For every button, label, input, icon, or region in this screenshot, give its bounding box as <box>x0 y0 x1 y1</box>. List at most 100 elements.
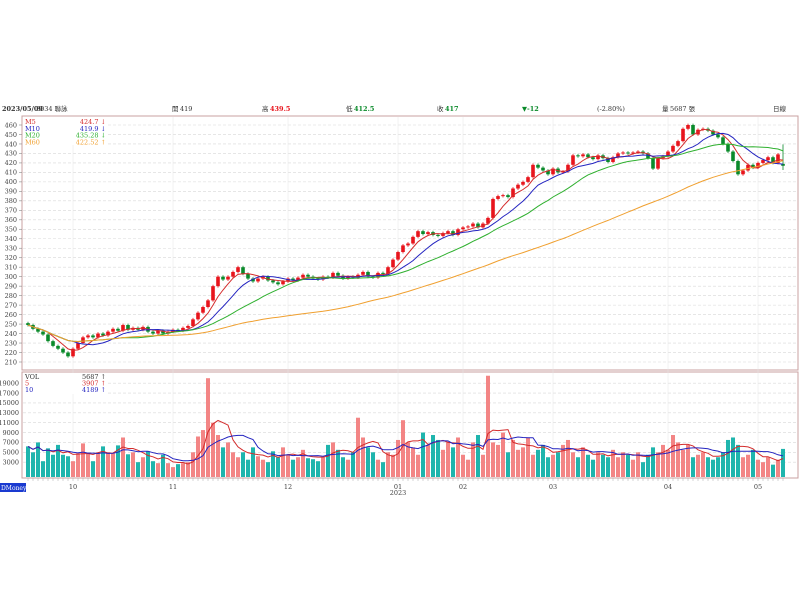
volume-bar <box>26 446 30 477</box>
candle <box>411 235 415 245</box>
candle-body <box>226 276 230 280</box>
candle <box>366 270 370 279</box>
volume-bar <box>186 462 190 477</box>
candle <box>116 327 120 333</box>
candle-body <box>496 196 500 199</box>
candle-body <box>196 312 200 320</box>
volume-bar <box>386 452 390 477</box>
candle-body <box>61 348 65 353</box>
candle-body <box>396 252 400 260</box>
volume-bar <box>226 442 230 477</box>
header-open-label: 開 <box>172 105 179 113</box>
header-stock: 3034 聯詠 <box>36 104 68 113</box>
candle-body <box>76 343 80 349</box>
volume-bar <box>506 452 510 477</box>
candle-body <box>721 137 725 144</box>
candle-body <box>631 152 635 154</box>
volume-bar <box>766 457 770 477</box>
candle <box>421 229 425 236</box>
candle-body <box>86 335 90 338</box>
candle <box>576 153 580 158</box>
header-low-label: 低 <box>346 104 353 113</box>
volume-bar <box>441 449 445 477</box>
candle-body <box>201 307 205 313</box>
volume-bar <box>496 444 500 477</box>
price-tick-label: 370 <box>5 207 17 215</box>
legend-name: M10 <box>25 125 40 133</box>
candle <box>731 150 735 163</box>
volume-bar <box>81 443 85 477</box>
volume-bar <box>661 444 665 477</box>
candle <box>611 155 615 164</box>
candle <box>471 222 475 228</box>
candle <box>211 284 215 302</box>
candle <box>736 159 740 176</box>
candle-body <box>301 274 305 278</box>
volume-bar <box>711 459 715 477</box>
brand-badge[interactable] <box>0 483 26 492</box>
month-label: 10 <box>69 483 77 491</box>
candle <box>571 153 575 167</box>
ma-lines <box>27 128 784 465</box>
volume-bar <box>716 457 720 477</box>
volume-bar <box>446 442 450 477</box>
price-tick-label: 430 <box>5 150 17 158</box>
header-high: 439.5 <box>270 105 291 113</box>
price-tick-label: 380 <box>5 197 17 205</box>
year-label: 2023 <box>390 489 407 497</box>
candle-body <box>666 151 670 157</box>
volume-bar <box>671 435 675 477</box>
volume-bar <box>501 432 505 477</box>
volume-tick-label: 5000 <box>2 449 19 457</box>
candle-body <box>46 334 50 342</box>
candle-body <box>66 352 70 357</box>
candle-body <box>216 276 220 287</box>
volume-bar <box>551 454 555 477</box>
volume-bar <box>216 435 220 477</box>
candle <box>501 193 505 198</box>
volume-bar <box>351 452 355 477</box>
candle-body <box>616 153 620 158</box>
volume-tick-label: 7000 <box>2 439 19 447</box>
volume-bar <box>776 459 780 477</box>
volume-bar <box>341 457 345 477</box>
candle-body <box>726 143 730 152</box>
brand-text: DMoney <box>1 485 27 492</box>
candle-body <box>541 167 545 171</box>
volume-bar <box>311 459 315 477</box>
price-tick-label: 420 <box>5 159 17 167</box>
candle-body <box>281 281 285 285</box>
volume-bar <box>426 444 430 477</box>
volume-bar <box>256 456 260 477</box>
candle <box>66 351 70 358</box>
volume-bar <box>456 437 460 477</box>
volume-bar <box>101 446 105 477</box>
candle <box>621 151 625 155</box>
volume-bar <box>136 462 140 477</box>
legend-name: M60 <box>25 138 40 146</box>
volume-bar <box>641 462 645 477</box>
candle-body <box>771 157 775 163</box>
candle <box>81 335 85 345</box>
volume-bar <box>721 452 725 477</box>
volume-bar <box>301 449 305 477</box>
header-period[interactable]: 日線 <box>773 104 787 113</box>
vol-legend-value: 5687 ↑ <box>82 373 106 381</box>
candle-body <box>551 168 555 175</box>
price-tick-label: 240 <box>5 330 17 338</box>
price-tick-label: 330 <box>5 245 17 253</box>
candle-body <box>461 227 465 230</box>
volume-bar <box>251 447 255 477</box>
price-tick-label: 320 <box>5 254 17 262</box>
candle-body <box>271 280 275 283</box>
volume-bar <box>466 459 470 477</box>
candle-body <box>116 328 120 331</box>
volume-bar <box>281 447 285 477</box>
candle <box>401 243 405 254</box>
volume-bar <box>241 452 245 477</box>
header-date: 2023/05/09 <box>2 105 43 113</box>
candle-body <box>151 331 155 334</box>
volume-bar <box>331 442 335 477</box>
candle <box>466 225 470 229</box>
candle <box>546 169 550 176</box>
